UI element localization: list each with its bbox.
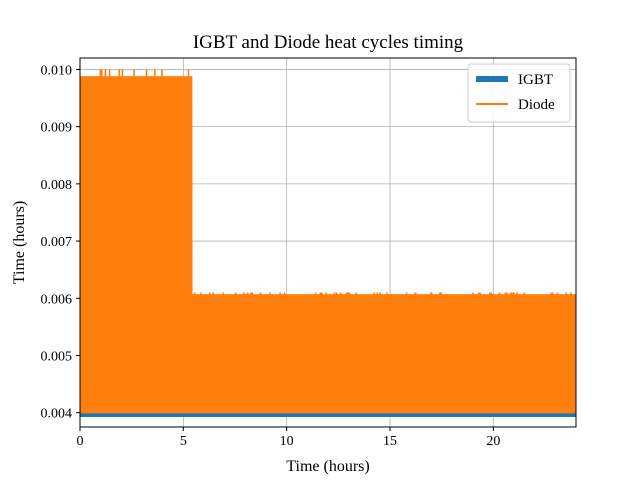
y-axis-label: Time (hours) bbox=[11, 201, 28, 284]
x-axis-label: Time (hours) bbox=[286, 458, 369, 475]
series-diode-band bbox=[80, 76, 192, 414]
y-tick-label: 0.004 bbox=[41, 407, 73, 422]
x-tick-label: 0 bbox=[77, 434, 84, 449]
y-tick-label: 0.007 bbox=[41, 235, 73, 250]
y-tick-label: 0.005 bbox=[41, 349, 73, 364]
y-tick-label: 0.006 bbox=[41, 292, 73, 307]
x-tick-label: 15 bbox=[383, 434, 397, 449]
legend-label: Diode bbox=[518, 97, 555, 113]
x-tick-label: 10 bbox=[280, 434, 294, 449]
x-tick-label: 5 bbox=[180, 434, 187, 449]
legend: IGBT Diode bbox=[467, 63, 571, 123]
series-diode-band bbox=[191, 294, 576, 414]
plot-frame bbox=[79, 57, 577, 428]
chart-title: IGBT and Diode heat cycles timing bbox=[193, 32, 464, 53]
y-tick-label: 0.009 bbox=[41, 121, 73, 136]
x-tick-label: 20 bbox=[486, 434, 500, 449]
ticks: 0 5 10 15 20 0.004 0.005 0.006 0.007 0.008 0.009 0.… bbox=[41, 63, 501, 449]
y-tick-label: 0.010 bbox=[41, 63, 73, 78]
legend-label: IGBT bbox=[518, 72, 553, 88]
y-tick-label: 0.008 bbox=[41, 178, 73, 193]
plot-area bbox=[80, 69, 576, 418]
